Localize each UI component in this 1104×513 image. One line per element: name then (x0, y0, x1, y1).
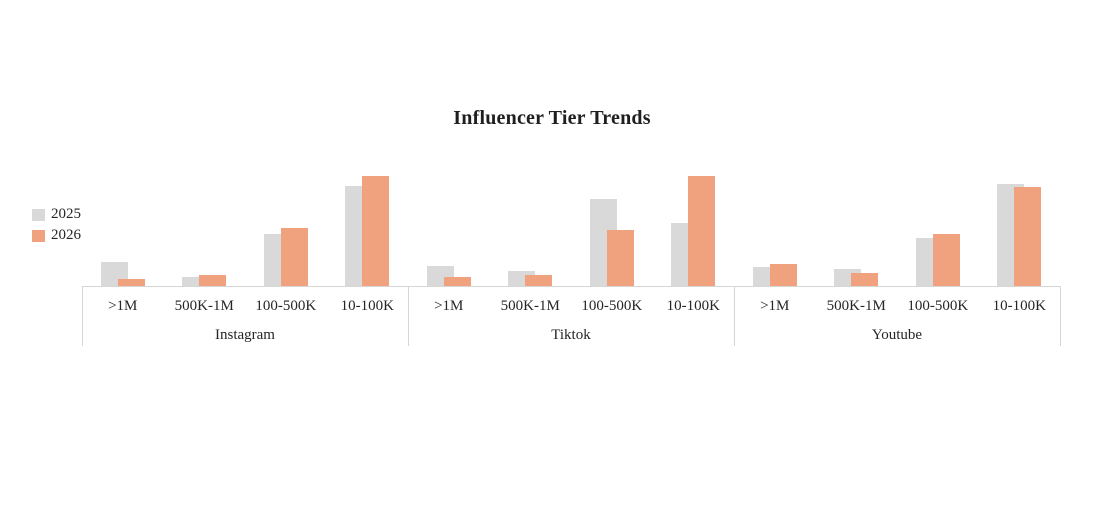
bar-2026-youtube-tier1 (851, 273, 879, 286)
bar-2025-instagram-tier1 (182, 277, 210, 286)
tier-label: 10-100K (666, 298, 720, 314)
tier-label: 500K-1M (174, 298, 234, 314)
chart-title: Influencer Tier Trends (453, 107, 651, 129)
bar-2026-youtube-tier0 (769, 264, 797, 286)
bar-2026-tiktok-tier0 (443, 277, 471, 286)
bar-2026-youtube-tier3 (1014, 187, 1042, 286)
platform-label-tiktok: Tiktok (551, 327, 591, 343)
tier-label: 100-500K (907, 298, 969, 314)
legend-item-2025: 2025 (32, 204, 81, 225)
tier-label: 100-500K (581, 298, 643, 314)
platform-label-youtube: Youtube (871, 327, 923, 343)
legend-swatch-2025-icon (32, 208, 45, 221)
bar-2026-youtube-tier2 (932, 234, 960, 286)
tier-label: 10-100K (340, 298, 394, 314)
tier-label: >1M (108, 298, 138, 314)
legend-label-2026: 2026 (51, 227, 81, 243)
tier-label: 500K-1M (826, 298, 886, 314)
bar-2026-tiktok-tier3 (688, 176, 716, 286)
bar-2026-tiktok-tier1 (525, 275, 553, 286)
bar-2026-instagram-tier2 (280, 228, 308, 286)
bar-2026-instagram-tier3 (362, 176, 390, 286)
bar-2026-tiktok-tier2 (606, 230, 634, 286)
legend-item-2026: 2026 (32, 225, 81, 246)
legend: 2025 2026 (32, 204, 81, 246)
bar-2026-instagram-tier0 (117, 279, 145, 286)
tier-label: 500K-1M (500, 298, 560, 314)
legend-swatch-2026-icon (32, 229, 45, 242)
x-axis-group-divider (82, 286, 83, 346)
tier-label: >1M (760, 298, 790, 314)
x-axis-group-divider (408, 286, 409, 346)
platform-label-instagram: Instagram (215, 327, 275, 343)
tier-label: 10-100K (992, 298, 1046, 314)
tier-label: >1M (434, 298, 464, 314)
tier-label: 100-500K (255, 298, 317, 314)
x-axis-baseline (82, 286, 1060, 287)
x-axis-group-divider (734, 286, 735, 346)
x-axis-group-divider (1060, 286, 1061, 346)
legend-label-2025: 2025 (51, 206, 81, 222)
bar-2026-instagram-tier1 (199, 275, 227, 286)
